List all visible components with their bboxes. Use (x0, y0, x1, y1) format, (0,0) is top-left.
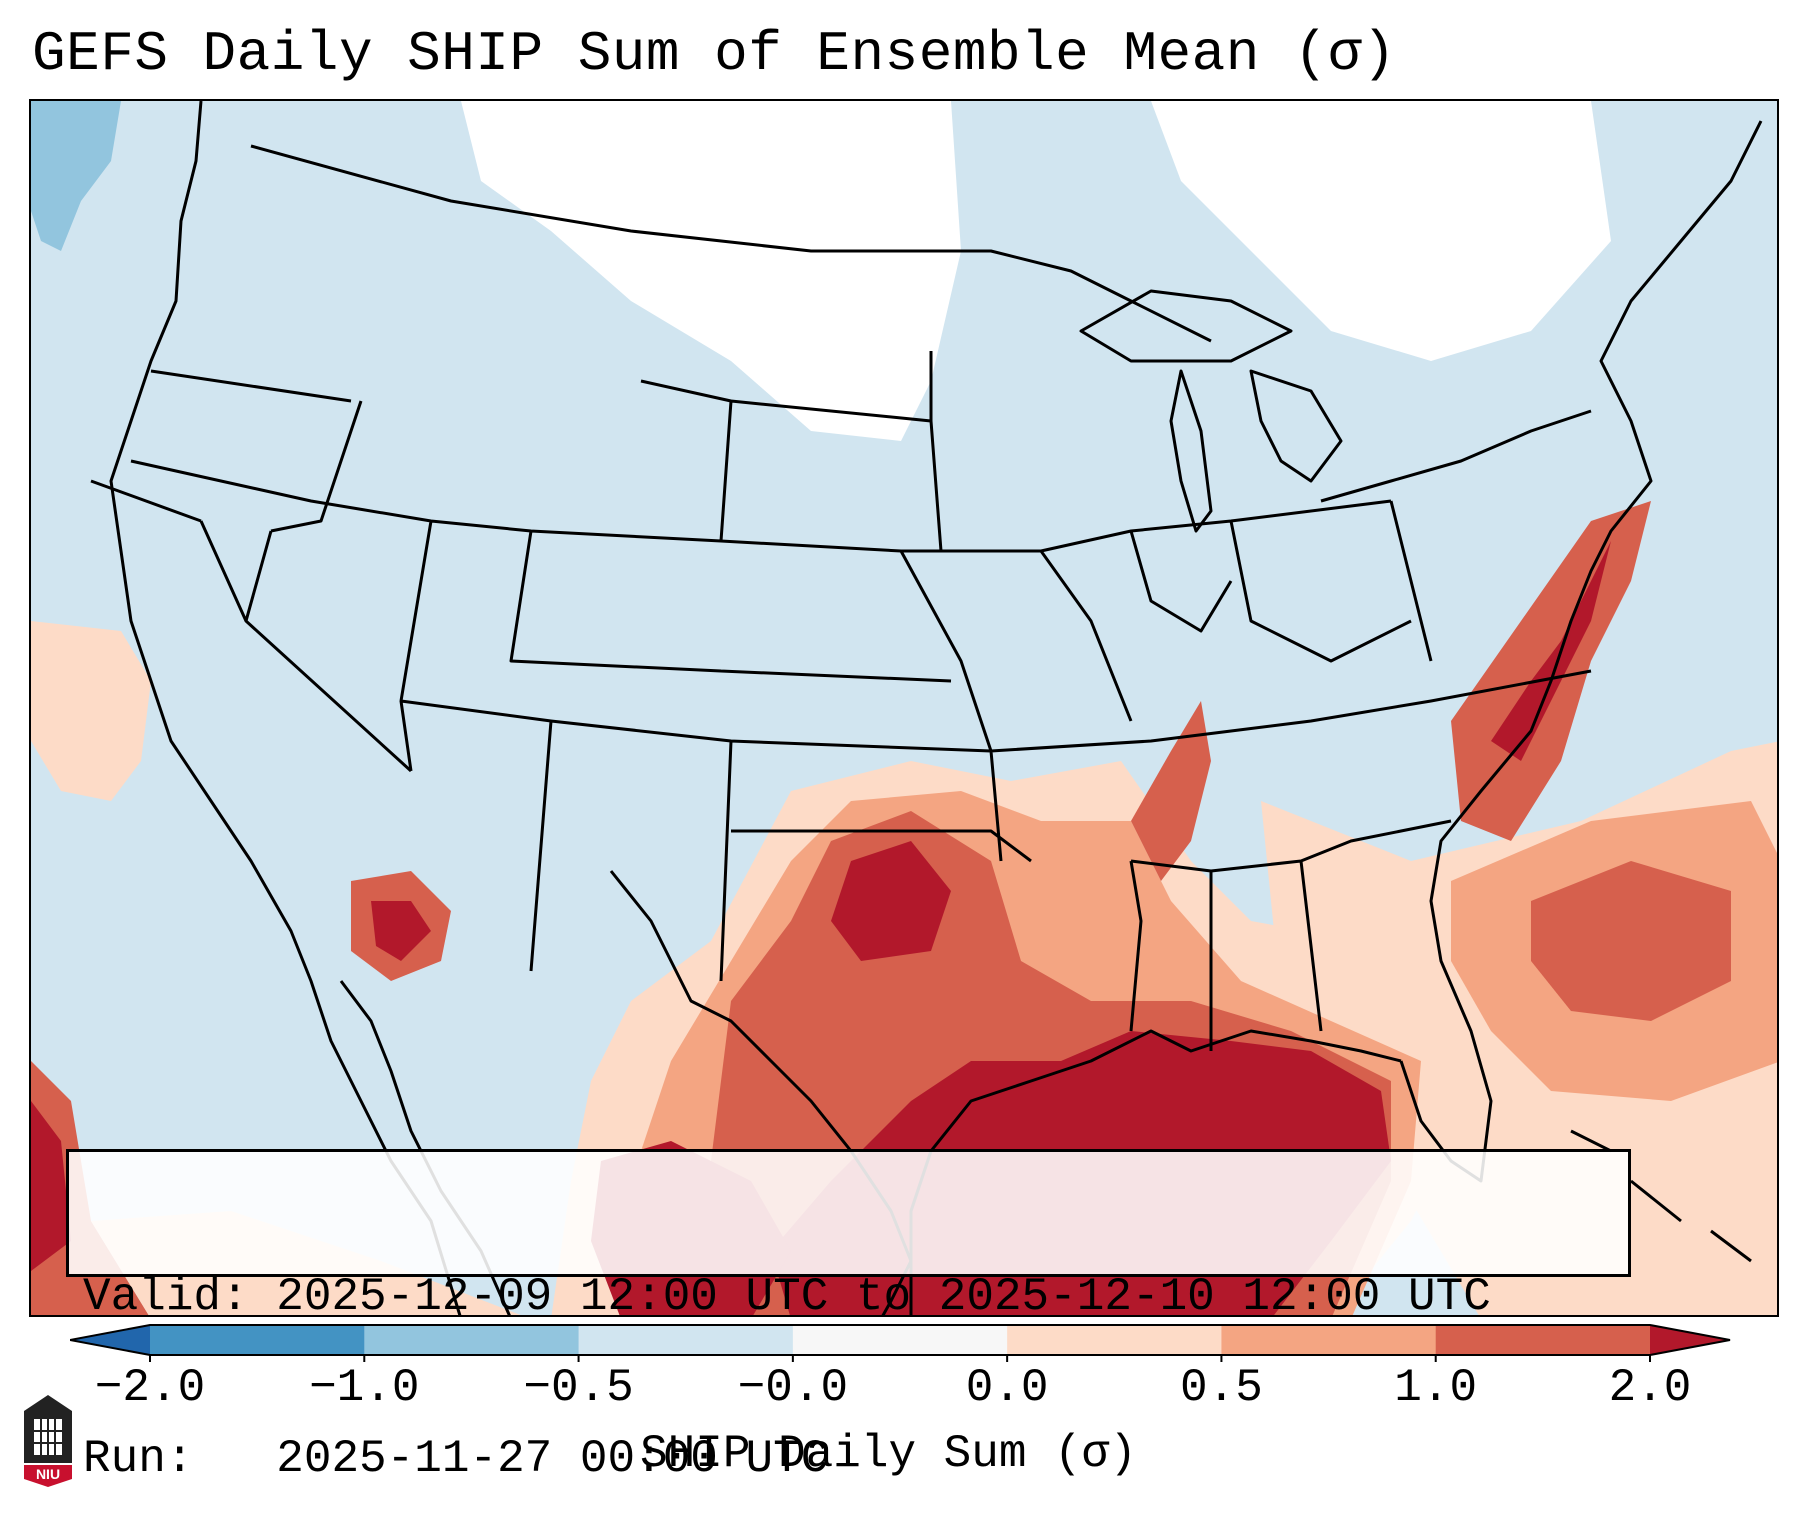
canada-us-border (250, 144, 1212, 343)
positive-corner-southwest-core (31, 1101, 71, 1271)
map-canvas (31, 101, 1777, 1315)
logo-text: NIU (36, 1466, 60, 1482)
colorbar-bin (1007, 1325, 1222, 1355)
positive-patch-atlantic-high (1531, 861, 1731, 1021)
colorbar-label: SHIP Daily Sum (σ) (640, 1428, 1137, 1480)
map-panel[interactable] (29, 99, 1779, 1317)
colorbar-bin (150, 1325, 365, 1355)
chart-title: GEFS Daily SHIP Sum of Ensemble Mean (σ) (32, 22, 1397, 86)
lake-huron (1249, 369, 1343, 483)
colorbar-tick-label: −0.0 (737, 1362, 849, 1414)
positive-strip-east-coast-core (1491, 541, 1611, 761)
colorbar-bin (70, 1325, 150, 1355)
colorbar-tick-label: −0.5 (523, 1362, 634, 1414)
near-zero-region-north (461, 101, 961, 441)
lake-erie-ontario (1320, 409, 1592, 503)
west-coastline (109, 101, 462, 1315)
colorbar-bin (364, 1325, 580, 1355)
colorbar-tick-label: −1.0 (309, 1362, 420, 1414)
negative-patch-northwest (31, 101, 121, 251)
near-zero-region-northeast (1151, 101, 1611, 361)
state-lines (90, 351, 1592, 1051)
colorbar-bin (1221, 1325, 1437, 1355)
colorbar-tick-label: 0.0 (965, 1362, 1049, 1414)
great-lakes (1079, 289, 1293, 363)
colorbar-tick-label: −2.0 (94, 1362, 206, 1414)
run-time-text: Run: 2025-11-27 00:00 UTC (83, 1433, 829, 1485)
colorbar-tick-label: 1.0 (1394, 1362, 1478, 1414)
anomaly-field (31, 101, 1777, 1315)
validity-info-box: Valid: 2025-12-09 12:00 UTC to 2025-12-1… (66, 1149, 1631, 1485)
positive-corner-southwest (31, 1061, 149, 1315)
lake-michigan (1169, 369, 1213, 533)
colorbar-bin (578, 1325, 794, 1355)
colorbar-bin (1650, 1325, 1730, 1355)
colorbar-bin (1435, 1325, 1651, 1355)
positive-strip-mississippi (1131, 701, 1211, 881)
positive-region-oklahoma-very-high (831, 841, 951, 961)
niu-logo: NIU (24, 1395, 72, 1487)
positive-patch-arizona-core (371, 901, 431, 961)
logo-banner-icon (24, 1465, 72, 1487)
colorbar-tick-label: 0.5 (1180, 1362, 1263, 1414)
caribbean-islands (1570, 1129, 1752, 1263)
colorbar (70, 1324, 1731, 1362)
positive-patch-pacific (31, 621, 151, 801)
colorbar-tick-label: 2.0 (1608, 1362, 1692, 1414)
valid-time-text: Valid: 2025-12-09 12:00 UTC to 2025-12-1… (83, 1271, 1491, 1323)
east-coastline (1399, 120, 1763, 1183)
colorbar-bin (792, 1325, 1008, 1355)
logo-grid-icon (34, 1419, 62, 1455)
